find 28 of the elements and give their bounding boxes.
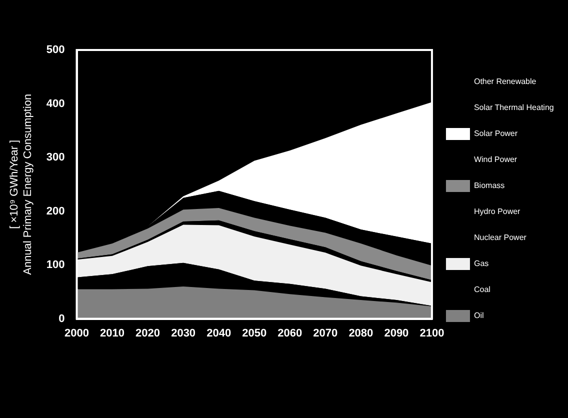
y-axis-title: [ ×10⁹ GWh/Year ] Annual Primary Energy Consumption (8, 94, 34, 275)
y-tick-label: 400 (46, 98, 65, 110)
legend-label: Gas (474, 259, 489, 268)
legend-label: Biomass (474, 181, 505, 190)
legend-label: Oil (474, 311, 484, 320)
text: Nuclear Power (474, 233, 527, 242)
y-tick-label: 200 (46, 205, 65, 218)
x-tick-label: 2010 (100, 327, 125, 340)
y-tick-label: 300 (46, 152, 65, 164)
text: Other Renewable (474, 77, 537, 86)
x-tick-label: 2080 (348, 327, 374, 340)
text: Solar Thermal Heating (474, 103, 554, 112)
text: Hydro Power (474, 207, 521, 216)
legend-label: Solar Power (474, 129, 518, 138)
y-tick-label: 0 (58, 312, 65, 325)
x-tick-label: 2040 (206, 327, 232, 340)
x-tick-label: 2000 (64, 327, 89, 340)
y-tick-label: 100 (46, 259, 65, 272)
x-tick-label: 2070 (313, 327, 338, 340)
x-tick-label: 2090 (384, 327, 409, 340)
x-tick-label: 2030 (171, 327, 196, 340)
x-tick-label: 2060 (278, 327, 302, 340)
text: Wind Power (474, 155, 518, 164)
x-tick-label: 2100 (420, 327, 444, 340)
text: Coal (474, 285, 491, 294)
y-tick-label: 500 (46, 44, 65, 56)
x-tick-label: 2050 (242, 327, 267, 340)
x-tick-label: 2020 (136, 327, 160, 340)
